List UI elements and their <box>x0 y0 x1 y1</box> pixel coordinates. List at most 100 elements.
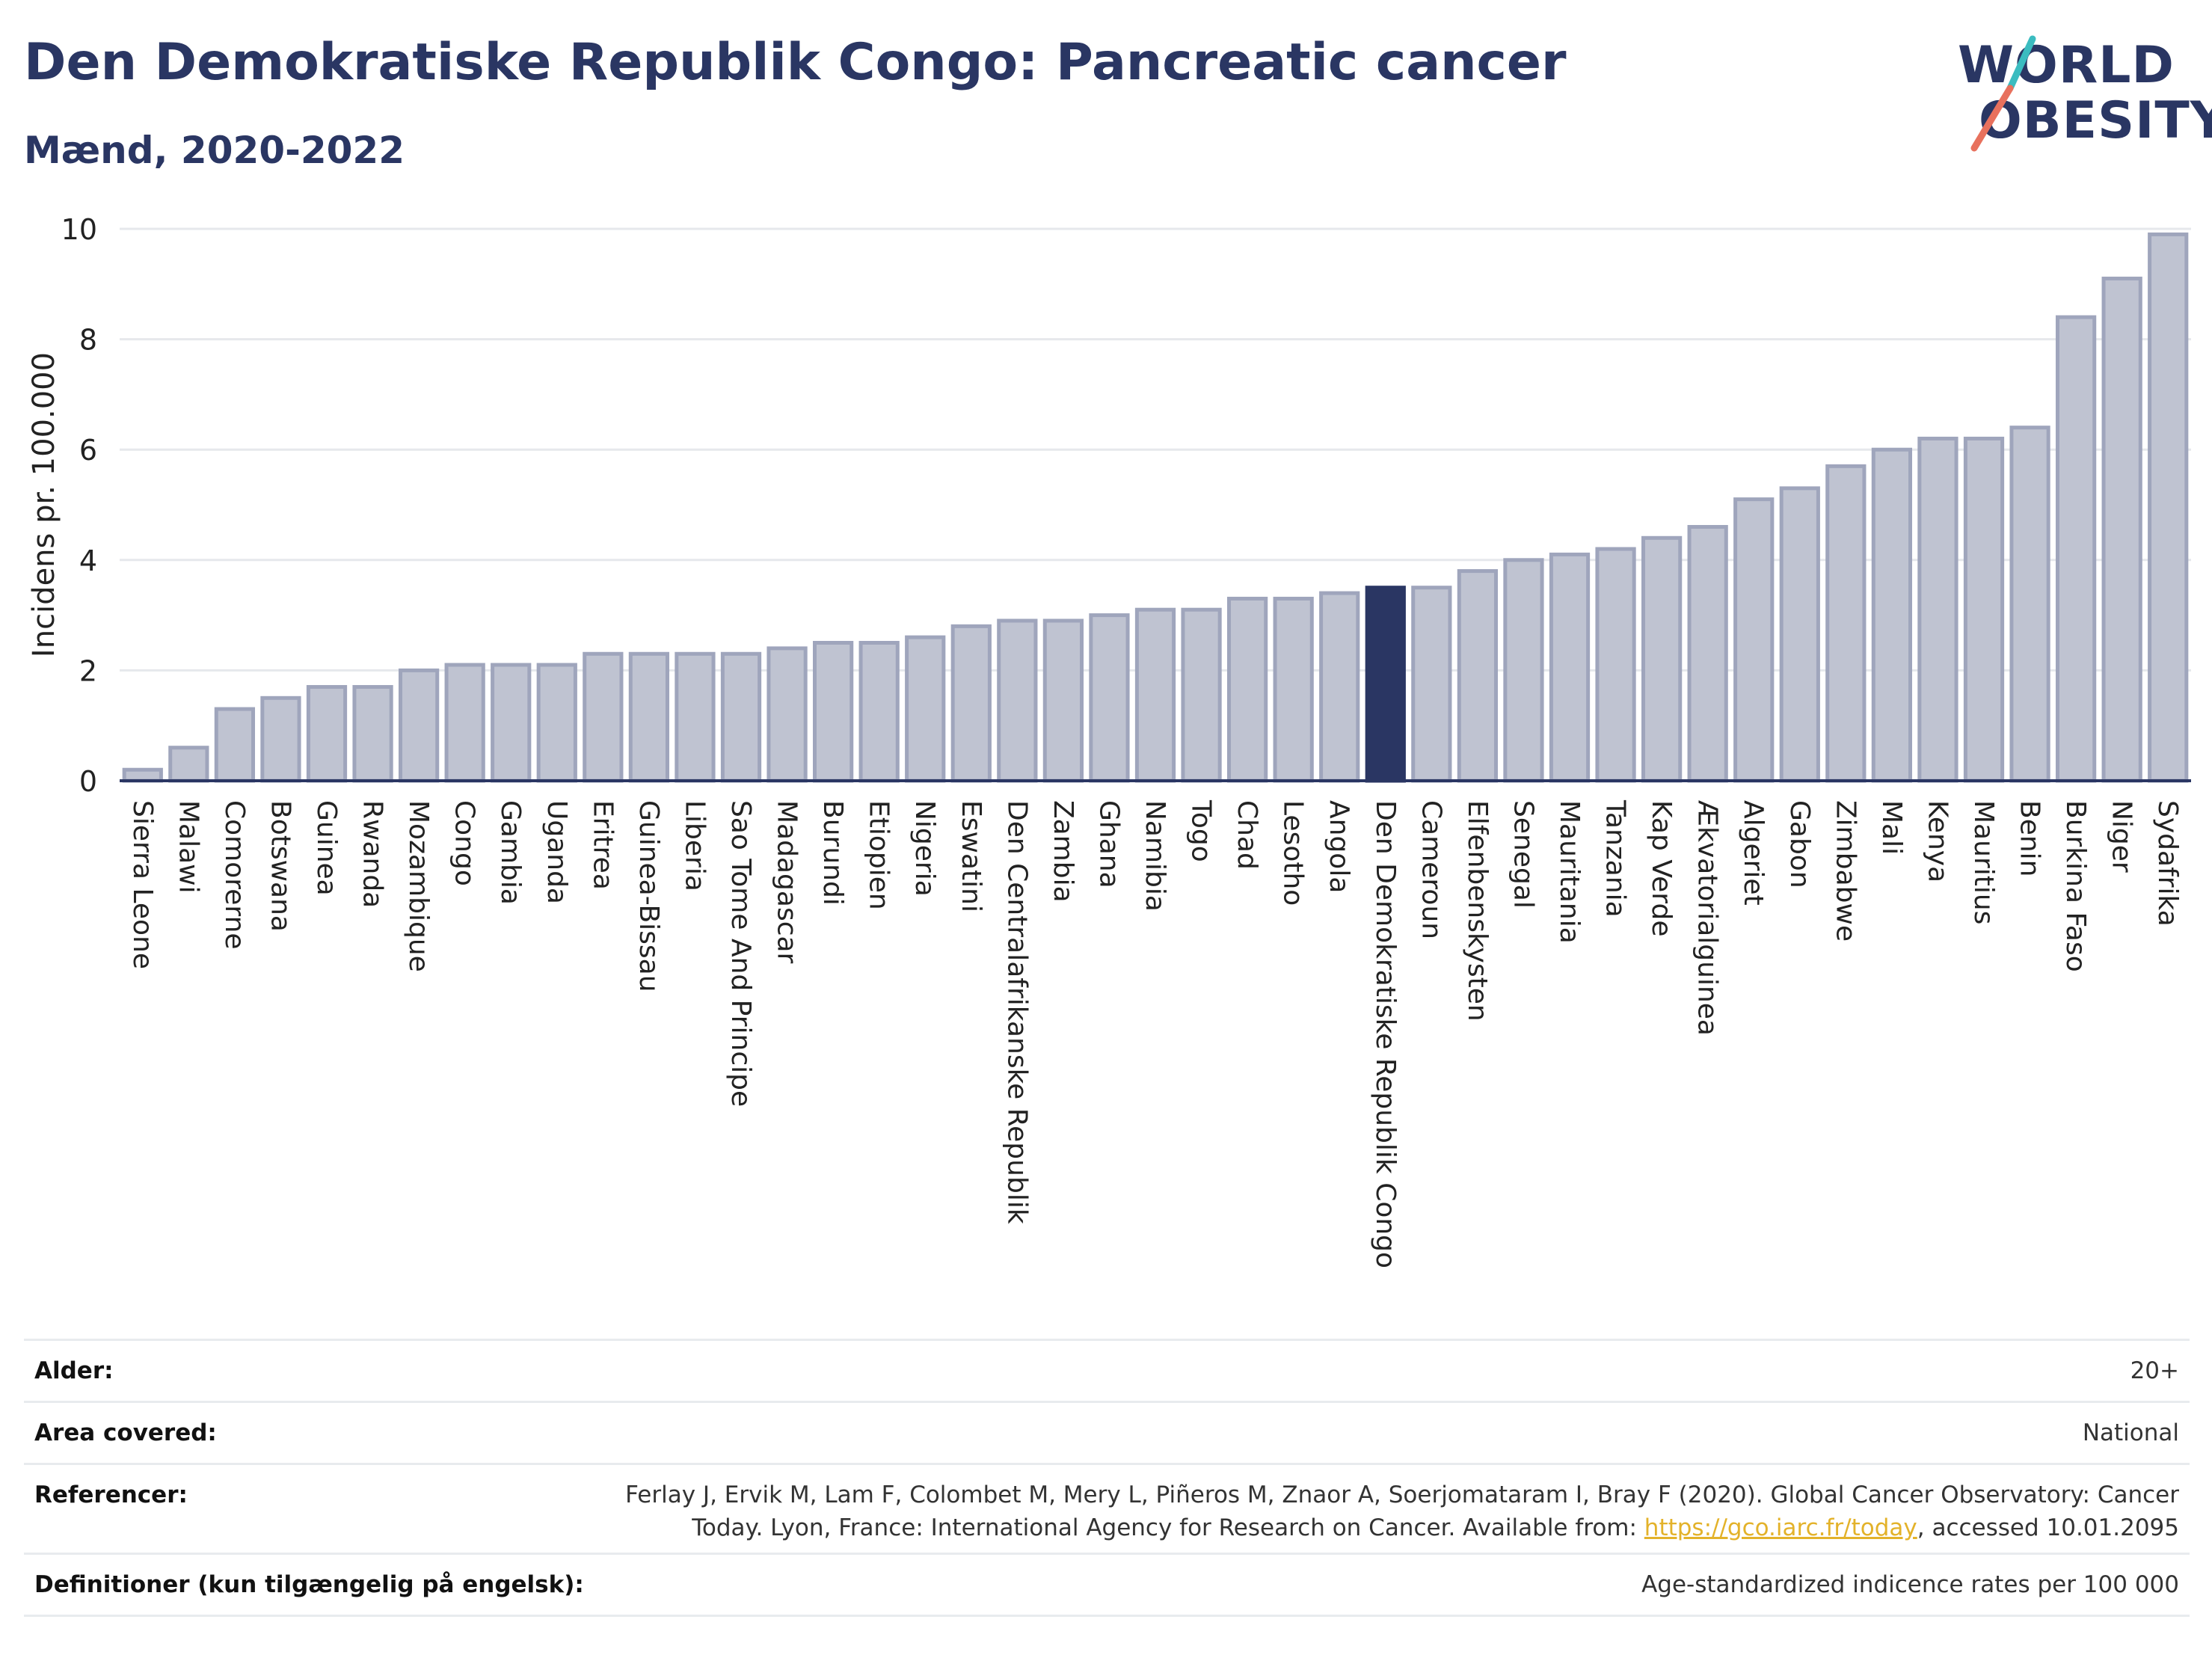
highlighted-bar <box>1365 586 1406 783</box>
bar <box>1733 497 1775 783</box>
y-tick-label: 6 <box>79 434 97 467</box>
logo-line1: WORLD <box>1958 36 2175 95</box>
bar <box>1273 596 1314 783</box>
x-tick-label: Mauritania <box>1554 800 1585 944</box>
bar <box>122 767 163 783</box>
bar <box>905 635 946 783</box>
x-tick-label: Algeriet <box>1738 800 1769 906</box>
x-tick-label: Madagascar <box>772 800 802 964</box>
bar <box>1411 586 1452 783</box>
footer-label-age: Alder: <box>34 1357 114 1384</box>
bar <box>1595 547 1636 783</box>
x-tick-label: Chad <box>1232 800 1262 870</box>
x-tick-label: Comorerne <box>219 800 250 950</box>
footer-label-references: Referencer: <box>34 1481 188 1508</box>
x-tick-label: Burkina Faso <box>2060 800 2091 972</box>
bar-chart: 0 2 4 6 8 10 Incidens pr. 100.000 Sierra Leone M… <box>27 213 2191 1268</box>
bar <box>1181 607 1222 783</box>
y-axis-title: Incidens pr. 100.000 <box>27 352 61 657</box>
x-tick-label: Angola <box>1324 800 1354 893</box>
x-tick-label: Eritrea <box>587 800 618 890</box>
x-tick-label: Rwanda <box>357 800 388 908</box>
x-tick-label: Mauritius <box>1968 800 1999 924</box>
y-tick-label: 2 <box>79 654 97 687</box>
x-tick-label: Niger <box>2107 800 2137 873</box>
x-tick-label: Gabon <box>1784 800 1815 888</box>
bar <box>491 663 532 783</box>
x-tick-label: Botswana <box>265 800 295 932</box>
bar <box>997 618 1038 783</box>
y-tick-label: 4 <box>79 544 97 577</box>
footer-row-age: Alder: 20+ <box>24 1339 2190 1401</box>
x-tick-label: Den Centralafrikanske Republik <box>1001 800 1032 1224</box>
footer-value-definitions: Age-standardized indicence rates per 100… <box>1641 1571 2179 1598</box>
x-tick-label: Sydafrika <box>2152 800 2183 927</box>
bar <box>1963 436 2005 783</box>
y-tick-label: 10 <box>61 213 97 246</box>
bar <box>628 651 670 783</box>
x-tick-label: Uganda <box>541 800 572 904</box>
bar <box>398 668 440 783</box>
bar <box>1089 613 1130 783</box>
bar <box>2101 276 2142 783</box>
bar <box>1134 607 1176 783</box>
bar <box>1641 535 1683 783</box>
footer-row-area: Area covered: National <box>24 1401 2190 1463</box>
x-tick-label: Lesotho <box>1278 800 1309 906</box>
x-tick-label: Liberia <box>679 800 710 891</box>
x-tick-label: Malawi <box>173 800 203 894</box>
x-tick-label: Ghana <box>1093 800 1124 888</box>
x-tick-label: Zambia <box>1048 800 1078 903</box>
x-tick-label: Nigeria <box>909 800 940 897</box>
x-tick-label: Elfenbenskysten <box>1462 800 1493 1022</box>
bar <box>2055 315 2097 783</box>
x-tick-label: Etiopien <box>864 800 894 910</box>
bar <box>260 696 301 783</box>
x-tick-label: Guinea-Bissau <box>633 800 664 992</box>
x-tick-label: Benin <box>2015 800 2045 876</box>
x-tick-label: Burundi <box>817 800 848 906</box>
reference-line2-pre: Today. Lyon, France: International Agenc… <box>692 1514 1644 1541</box>
footer-value-references: Ferlay J, Ervik M, Lam F, Colombet M, Me… <box>625 1479 2190 1544</box>
x-tick-label: Mozambique <box>403 800 434 972</box>
bar <box>1549 552 1591 783</box>
bar <box>1042 618 1084 783</box>
reference-link[interactable]: https://gco.iarc.fr/today <box>1644 1514 1917 1541</box>
x-tick-label: Sao Tome And Principe <box>725 800 756 1107</box>
bar <box>1825 464 1867 783</box>
footer-label-definitions: Definitioner (kun tilgængelig på engelsk… <box>34 1571 584 1598</box>
x-tick-label: Eswatini <box>956 800 986 912</box>
x-tick-label: Cameroun <box>1416 800 1446 939</box>
x-tick-label: Kenya <box>1922 800 1953 882</box>
y-tick-label: 8 <box>79 324 97 357</box>
footer-label-area: Area covered: <box>34 1419 217 1446</box>
bar <box>766 646 808 783</box>
x-tick-label: Guinea <box>311 800 342 896</box>
bar <box>444 663 485 783</box>
logo-slash-icon <box>1970 35 2036 152</box>
bar <box>720 651 762 783</box>
x-tick-label: Zimbabwe <box>1830 800 1861 942</box>
bar <box>812 641 854 783</box>
bar <box>536 663 577 783</box>
footer-value-age: 20+ <box>2130 1357 2179 1384</box>
x-tick-label: Kap Verde <box>1646 800 1677 936</box>
bar <box>2148 232 2189 783</box>
x-tick-label: Tanzania <box>1600 799 1631 918</box>
x-tick-label: Ækvatorialguinea <box>1692 800 1723 1036</box>
bar <box>2009 426 2050 783</box>
bar <box>950 624 992 783</box>
bar <box>168 746 209 783</box>
x-tick-label: Senegal <box>1508 800 1538 909</box>
x-tick-label: Congo <box>449 800 480 886</box>
reference-line2-post: , accessed 10.01.2095 <box>1917 1514 2179 1541</box>
x-tick-label: Togo <box>1186 799 1217 862</box>
footer-table: Alder: 20+ Area covered: National Refere… <box>24 1339 2190 1617</box>
bar <box>675 651 716 783</box>
bar <box>1503 558 1544 783</box>
x-tick-label: Mali <box>1876 800 1907 855</box>
bar <box>306 685 348 783</box>
y-tick-label: 0 <box>79 765 97 798</box>
x-tick-label: Sierra Leone <box>127 800 158 969</box>
x-tick-label: Den Demokratiske Republik Congo <box>1370 800 1401 1268</box>
